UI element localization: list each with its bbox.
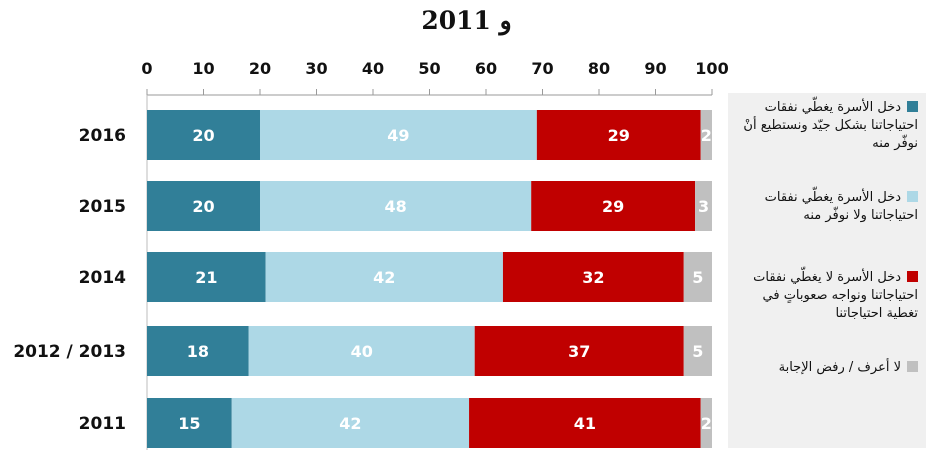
x-tick-label: 50 — [418, 59, 440, 78]
legend-swatch — [907, 191, 918, 202]
bar-segment — [248, 326, 475, 376]
category-labels: 2016 2015 2014 2012 / 2013 2011 — [13, 126, 126, 434]
bars: 20 49 29 2 20 48 29 3 21 42 32 5 18 40 37 5 15 42 41 2 — [147, 110, 712, 448]
bar-segment — [700, 110, 712, 160]
bar-segment — [260, 110, 537, 160]
legend-label: دخل الأسرة يغطّي نفقات احتياجاتنا بشكل ج… — [743, 100, 918, 151]
data-label: 5 — [692, 268, 703, 287]
data-label: 49 — [387, 126, 409, 145]
data-label: 32 — [582, 268, 604, 287]
x-tick-label: 30 — [305, 59, 327, 78]
data-label: 2 — [701, 414, 712, 433]
x-tick-label: 40 — [362, 59, 384, 78]
legend-item-covers-no-save: دخل الأسرة يغطّي نفقات احتياجاتنا ولا نو… — [736, 189, 918, 225]
bar-segment — [147, 252, 266, 302]
x-tick-label: 20 — [249, 59, 271, 78]
data-label: 48 — [384, 197, 406, 216]
data-label: 40 — [351, 342, 373, 361]
category-label: 2016 — [79, 126, 126, 146]
data-label: 18 — [187, 342, 209, 361]
bar-segment — [474, 326, 684, 376]
data-label: 29 — [602, 197, 624, 216]
bar-segment — [265, 252, 503, 302]
data-label: 15 — [178, 414, 200, 433]
data-label: 42 — [339, 414, 361, 433]
legend-swatch — [907, 101, 918, 112]
data-label: 37 — [568, 342, 590, 361]
category-label: 2014 — [79, 268, 126, 288]
legend-item-good-and-save: دخل الأسرة يغطّي نفقات احتياجاتنا بشكل ج… — [736, 99, 918, 153]
category-label: 2012 / 2013 — [13, 342, 126, 362]
x-tick-label: 60 — [475, 59, 497, 78]
legend-label: دخل الأسرة يغطّي نفقات احتياجاتنا ولا نو… — [764, 190, 918, 223]
bar-segment — [683, 326, 712, 376]
bar-segment — [147, 398, 232, 448]
x-axis: 0 10 20 30 40 50 60 70 80 90 100 — [141, 59, 729, 450]
x-tick-label: 80 — [588, 59, 610, 78]
data-label: 5 — [692, 342, 703, 361]
bar-segment — [502, 252, 684, 302]
bar-segment — [147, 110, 260, 160]
data-label: 2 — [701, 126, 712, 145]
bar-segment — [536, 110, 701, 160]
legend: دخل الأسرة يغطّي نفقات احتياجاتنا بشكل ج… — [728, 93, 926, 448]
legend-swatch — [907, 271, 918, 282]
data-label: 21 — [195, 268, 217, 287]
x-tick-label: 90 — [644, 59, 666, 78]
legend-label: دخل الأسرة لا يغطّي نفقات احتياجاتنا ونو… — [753, 270, 918, 321]
category-label: 2011 — [79, 414, 126, 434]
data-label: 41 — [574, 414, 596, 433]
legend-item-dont-know: لا أعرف / رفض الإجابة — [736, 359, 918, 377]
bar-segment — [231, 398, 470, 448]
category-label: 2015 — [79, 197, 126, 217]
data-label: 3 — [698, 197, 709, 216]
x-tick-label: 70 — [531, 59, 553, 78]
bar-segment — [147, 181, 260, 231]
bar-segment — [695, 181, 712, 231]
x-tick-label: 0 — [141, 59, 152, 78]
bar-segment — [469, 398, 701, 448]
bar-segment — [700, 398, 712, 448]
chart-title: و 2011 — [421, 6, 512, 35]
legend-label: لا أعرف / رفض الإجابة — [778, 360, 901, 375]
data-label: 20 — [192, 197, 214, 216]
bar-segment — [531, 181, 696, 231]
legend-item-not-covering: دخل الأسرة لا يغطّي نفقات احتياجاتنا ونو… — [736, 269, 918, 323]
data-label: 20 — [192, 126, 214, 145]
x-tick-label: 100 — [695, 59, 728, 78]
x-tick-label: 10 — [192, 59, 214, 78]
data-label: 42 — [373, 268, 395, 287]
bar-segment — [683, 252, 712, 302]
bar-segment — [147, 326, 249, 376]
bar-segment — [260, 181, 532, 231]
legend-swatch — [907, 361, 918, 372]
data-label: 29 — [608, 126, 630, 145]
